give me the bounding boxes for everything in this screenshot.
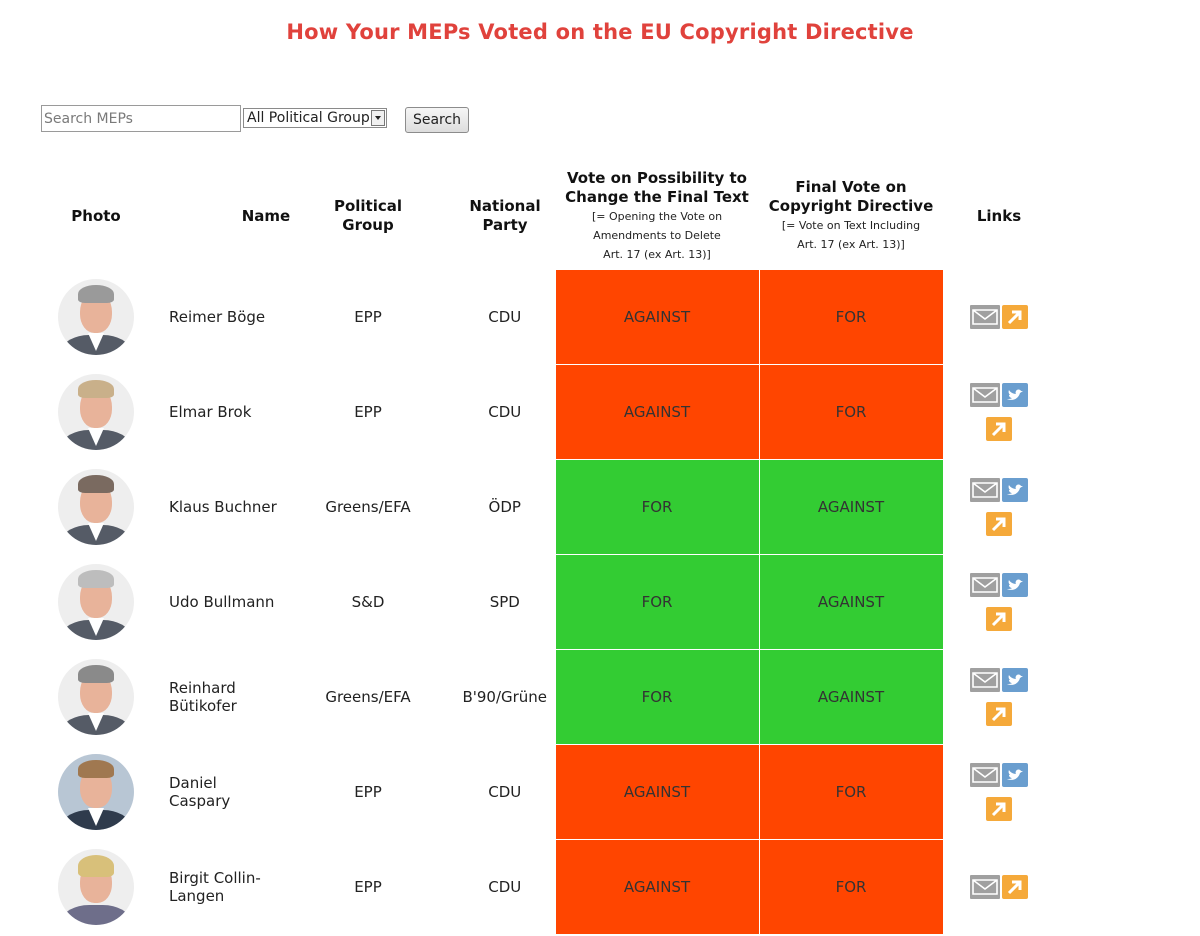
avatar xyxy=(58,849,134,925)
political-group: EPP xyxy=(354,308,382,326)
final-vote-cell: FOR xyxy=(758,744,944,840)
envelope-icon[interactable] xyxy=(970,305,1001,329)
envelope-icon[interactable] xyxy=(970,573,1001,597)
political-group: S&D xyxy=(351,593,385,611)
header-photo: Photo xyxy=(71,206,121,225)
political-group: EPP xyxy=(354,783,382,801)
envelope-icon[interactable] xyxy=(970,383,1001,407)
twitter-bird-icon[interactable] xyxy=(1002,383,1029,407)
external-link-arrow-icon[interactable] xyxy=(986,417,1013,441)
header-final-vote: Final Vote on Copyright Directive [= Vot… xyxy=(768,178,934,251)
external-link-arrow-icon[interactable] xyxy=(986,512,1013,536)
national-party: CDU xyxy=(488,403,522,421)
links-group xyxy=(969,378,1029,446)
header-vote-change-text: Vote on Possibility to Change the Final … xyxy=(565,168,749,261)
envelope-icon[interactable] xyxy=(970,763,1001,787)
final-vote-cell: FOR xyxy=(758,269,944,365)
political-group: EPP xyxy=(354,403,382,421)
national-party: CDU xyxy=(488,308,522,326)
links-group xyxy=(969,568,1029,636)
header-political-group: Political Group xyxy=(333,197,403,235)
header-national-party: National Party xyxy=(469,197,541,235)
table-row: Daniel Caspary EPP CDU AGAINST FOR xyxy=(33,744,1055,840)
table-row: Klaus Buchner Greens/EFA ÖDP FOR AGAINST xyxy=(33,459,1055,555)
search-button[interactable]: Search xyxy=(405,107,469,133)
national-party: CDU xyxy=(488,878,522,896)
national-party: ÖDP xyxy=(488,498,521,516)
final-vote-cell: AGAINST xyxy=(758,554,944,650)
political-group-select-value: All Political Group xyxy=(247,110,370,126)
twitter-bird-icon[interactable] xyxy=(1002,573,1029,597)
external-link-arrow-icon[interactable] xyxy=(986,702,1013,726)
national-party: CDU xyxy=(488,783,522,801)
table-row: Reimer Böge EPP CDU AGAINST FOR xyxy=(33,269,1055,365)
vote-change-text-cell: AGAINST xyxy=(554,839,760,935)
mep-name: Birgit Collin-Langen xyxy=(169,869,261,905)
vote-change-text-cell: FOR xyxy=(554,459,760,555)
table-header-row: Photo Name Political Group National Party … xyxy=(33,163,1055,270)
vote-change-text-cell: FOR xyxy=(554,554,760,650)
national-party: B'90/Grüne xyxy=(462,688,548,706)
avatar xyxy=(58,564,134,640)
avatar xyxy=(58,659,134,735)
vote-change-text-cell: AGAINST xyxy=(554,364,760,460)
external-link-arrow-icon[interactable] xyxy=(1002,875,1029,899)
avatar xyxy=(58,754,134,830)
links-group xyxy=(969,473,1029,541)
links-group xyxy=(965,870,1033,904)
national-party: SPD xyxy=(489,593,520,611)
envelope-icon[interactable] xyxy=(970,478,1001,502)
mep-name: Daniel Caspary xyxy=(169,774,231,810)
envelope-icon[interactable] xyxy=(970,875,1001,899)
avatar xyxy=(58,279,134,355)
avatar xyxy=(58,374,134,450)
final-vote-cell: AGAINST xyxy=(758,649,944,745)
header-links: Links xyxy=(976,206,1022,225)
external-link-arrow-icon[interactable] xyxy=(986,797,1013,821)
political-group: EPP xyxy=(354,878,382,896)
table-row: Udo Bullmann S&D SPD FOR AGAINST xyxy=(33,554,1055,650)
mep-name: Elmar Brok xyxy=(169,403,252,421)
twitter-bird-icon[interactable] xyxy=(1002,763,1029,787)
mep-name: Klaus Buchner xyxy=(169,498,277,516)
page-title: How Your MEPs Voted on the EU Copyright … xyxy=(286,20,914,44)
mep-name: Udo Bullmann xyxy=(169,593,275,611)
twitter-bird-icon[interactable] xyxy=(1002,478,1029,502)
vote-change-text-cell: FOR xyxy=(554,649,760,745)
envelope-icon[interactable] xyxy=(970,668,1001,692)
mep-vote-table: Photo Name Political Group National Party … xyxy=(33,163,1055,935)
twitter-bird-icon[interactable] xyxy=(1002,668,1029,692)
external-link-arrow-icon[interactable] xyxy=(986,607,1013,631)
table-row: Birgit Collin-Langen EPP CDU AGAINST FOR xyxy=(33,839,1055,935)
links-group xyxy=(969,663,1029,731)
table-row: Elmar Brok EPP CDU AGAINST FOR xyxy=(33,364,1055,460)
header-name: Name xyxy=(241,206,291,225)
political-group: Greens/EFA xyxy=(325,498,411,516)
mep-name: Reimer Böge xyxy=(169,308,266,326)
search-input[interactable] xyxy=(41,105,241,132)
table-row: Reinhard Bütikofer Greens/EFA B'90/Grüne… xyxy=(33,649,1055,745)
avatar xyxy=(58,469,134,545)
vote-change-text-cell: AGAINST xyxy=(554,744,760,840)
vote-change-text-cell: AGAINST xyxy=(554,269,760,365)
links-group xyxy=(965,300,1033,334)
final-vote-cell: AGAINST xyxy=(758,459,944,555)
political-group: Greens/EFA xyxy=(325,688,411,706)
chevron-down-icon[interactable] xyxy=(371,110,385,126)
links-group xyxy=(969,758,1029,826)
final-vote-cell: FOR xyxy=(758,839,944,935)
political-group-select[interactable]: All Political Group xyxy=(243,108,387,128)
final-vote-cell: FOR xyxy=(758,364,944,460)
external-link-arrow-icon[interactable] xyxy=(1002,305,1029,329)
mep-name: Reinhard Bütikofer xyxy=(169,679,237,715)
